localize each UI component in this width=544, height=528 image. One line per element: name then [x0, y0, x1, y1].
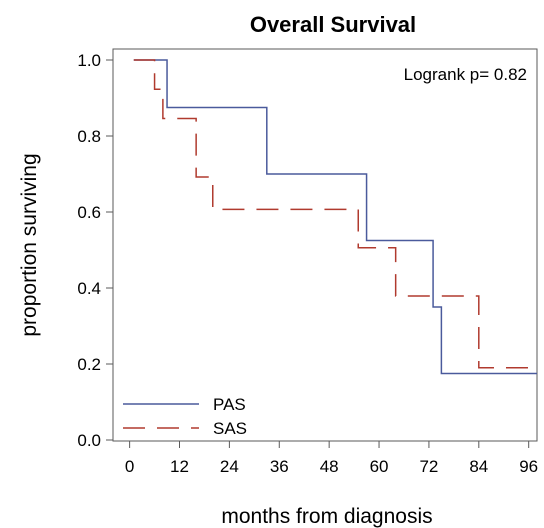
- series-line-pas: [133, 59, 537, 375]
- y-tick-label: 0.6: [77, 203, 101, 222]
- x-tick-label: 24: [220, 457, 239, 476]
- x-tick-label: 96: [519, 457, 538, 476]
- legend-label-sas: SAS: [213, 419, 247, 438]
- legend: PAS SAS: [123, 395, 247, 438]
- x-tick-label: 36: [270, 457, 289, 476]
- y-tick-label: 0.2: [77, 355, 101, 374]
- series-layer: [133, 59, 537, 375]
- x-tick-label: 72: [419, 457, 438, 476]
- x-tick-label: 0: [125, 457, 134, 476]
- y-tick-label: 0.4: [77, 279, 101, 298]
- x-tick-label: 12: [170, 457, 189, 476]
- plot-frame: [112, 48, 538, 442]
- x-tick-label: 84: [469, 457, 488, 476]
- y-tick-label: 0.0: [77, 431, 101, 450]
- x-axis-title: months from diagnosis: [221, 505, 432, 528]
- y-axis: 0.0 0.2 0.4 0.6 0.8 1.0: [77, 51, 113, 450]
- x-axis: 0 12 24 36 48 60 72 84 96: [125, 441, 538, 476]
- y-tick-label: 0.8: [77, 127, 101, 146]
- x-tick-label: 48: [320, 457, 339, 476]
- x-tick-label: 60: [370, 457, 389, 476]
- logrank-annotation: Logrank p= 0.82: [404, 65, 527, 84]
- y-axis-title: proportion surviving: [18, 153, 41, 336]
- chart-title: Overall Survival: [250, 12, 416, 37]
- y-tick-label: 1.0: [77, 51, 101, 70]
- series-line-sas: [133, 59, 537, 369]
- legend-label-pas: PAS: [213, 395, 246, 414]
